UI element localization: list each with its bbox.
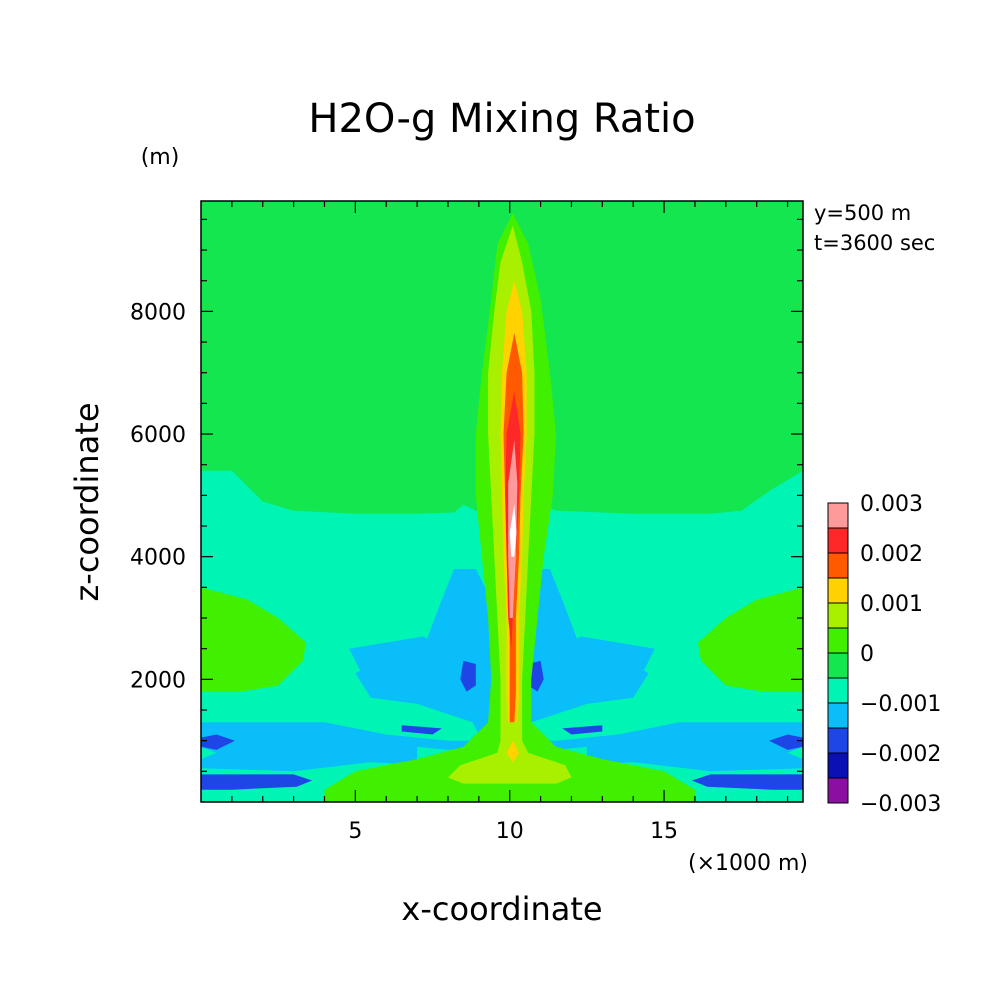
colorbar-label: 0.002 [860, 542, 923, 567]
contour-region-dark-blue-left-a [201, 734, 235, 750]
contour-region-blue-right-upper [525, 636, 655, 692]
colorbar-label: 0.001 [860, 592, 923, 617]
colorbar-swatch [827, 702, 849, 729]
contour-region-right-green-lobe [698, 587, 803, 692]
x-axis-label: x-coordinate [401, 890, 602, 928]
colorbar-swatch [827, 552, 849, 579]
x-unit-label: (×1000 m) [688, 851, 808, 876]
colorbar-label: −0.002 [860, 742, 941, 767]
colorbar-swatch [827, 777, 849, 804]
contour-region-dark-blue-left-d [460, 660, 476, 692]
contour-region-dark-blue-right-c [562, 725, 603, 735]
colorbar-label: −0.001 [860, 692, 941, 717]
axis-ticks [201, 201, 803, 802]
y-tick-label: 2000 [130, 668, 186, 693]
contour-region-plume-bottom-yellow [506, 740, 519, 763]
x-tick-label: 10 [496, 819, 524, 844]
y-tick-label: 4000 [130, 546, 186, 571]
contour-fill-regions [201, 201, 803, 802]
plot-frame [200, 200, 804, 803]
contour-region-left-green-lobe [201, 587, 306, 692]
colorbar-swatch [827, 652, 849, 679]
annotation-t: t=3600 sec [814, 231, 935, 255]
colorbar-swatch [827, 502, 849, 529]
colorbar [827, 502, 849, 804]
contour-region-blue-left-upper [349, 636, 479, 692]
y-tick-label: 8000 [130, 300, 186, 325]
colorbar-swatch [827, 527, 849, 554]
x-tick-labels: 5 10 15 [348, 819, 678, 844]
contour-region-dark-blue-left-c [401, 725, 442, 735]
colorbar-label: 0.003 [860, 492, 923, 517]
y-unit-label: (m) [141, 145, 180, 170]
annotation-y: y=500 m [814, 201, 911, 225]
y-axis-label: z-coordinate [68, 402, 106, 601]
y-tick-label: 6000 [130, 423, 186, 448]
colorbar-label: 0 [860, 642, 874, 667]
x-tick-label: 5 [348, 819, 362, 844]
contour-region-dark-blue-right-a [769, 734, 803, 750]
colorbar-swatch [827, 752, 849, 779]
contour-region-plume-6 [509, 504, 517, 557]
x-tick-label: 15 [650, 819, 678, 844]
colorbar-swatch [827, 577, 849, 604]
colorbar-swatch [827, 677, 849, 704]
colorbar-swatch [827, 727, 849, 754]
colorbar-label: −0.003 [860, 792, 941, 817]
colorbar-swatch [827, 627, 849, 654]
contour-region-dark-blue-left-b [201, 774, 313, 790]
colorbar-swatch [827, 602, 849, 629]
y-tick-labels: 2000 4000 6000 8000 [130, 300, 186, 693]
colorbar-labels: 0.003 0.002 0.001 0 −0.001 −0.002 −0.003 [860, 492, 941, 817]
contour-region-dark-blue-right-b [691, 774, 803, 790]
chart-title: H2O-g Mixing Ratio [308, 96, 695, 142]
